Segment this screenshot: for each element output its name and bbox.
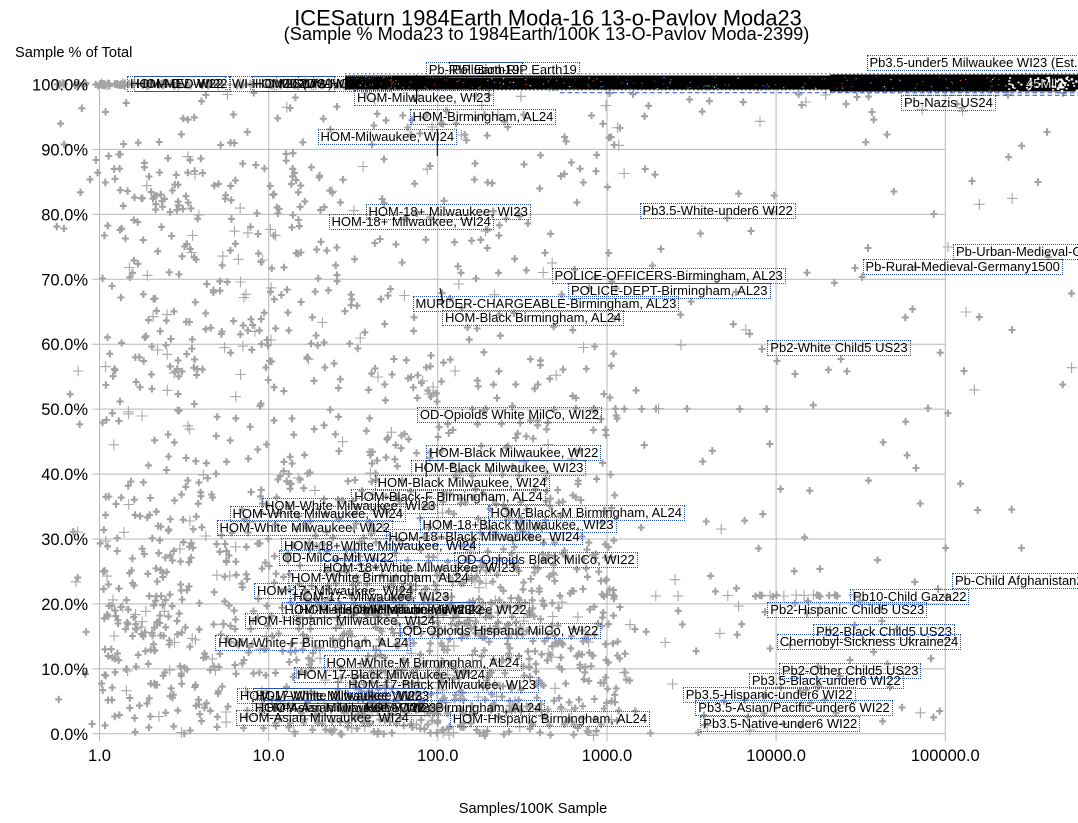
svg-text:60.0%: 60.0%: [41, 336, 88, 354]
svg-text:ICESaturn 1984Earth Moda-16 13: ICESaturn 1984Earth Moda-16 13-o-Pavlov …: [294, 6, 802, 31]
svg-text:30.0%: 30.0%: [41, 531, 88, 549]
svg-text:90.0%: 90.0%: [41, 141, 88, 159]
svg-text:10.0: 10.0: [253, 747, 285, 765]
svg-text:1.0: 1.0: [88, 747, 111, 765]
svg-text:10.0%: 10.0%: [41, 661, 88, 679]
svg-text:(Sample % Moda23 to 1984Earth/: (Sample % Moda23 to 1984Earth/100K 13-O-…: [284, 24, 810, 44]
svg-text:100.0%: 100.0%: [32, 77, 88, 95]
svg-text:Samples/100K Sample: Samples/100K Sample: [459, 801, 607, 817]
svg-text:10000.0: 10000.0: [746, 747, 806, 765]
svg-text:100000.0: 100000.0: [911, 747, 980, 765]
svg-text:Sample % of Total: Sample % of Total: [15, 45, 132, 61]
svg-text:50.0%: 50.0%: [41, 401, 88, 419]
svg-text:0.0%: 0.0%: [50, 726, 88, 744]
svg-text:40.0%: 40.0%: [41, 466, 88, 484]
svg-text:20.0%: 20.0%: [41, 596, 88, 614]
svg-text:80.0%: 80.0%: [41, 206, 88, 224]
svg-text:70.0%: 70.0%: [41, 271, 88, 289]
svg-text:100.0: 100.0: [417, 747, 458, 765]
svg-text:1000.0: 1000.0: [582, 747, 632, 765]
